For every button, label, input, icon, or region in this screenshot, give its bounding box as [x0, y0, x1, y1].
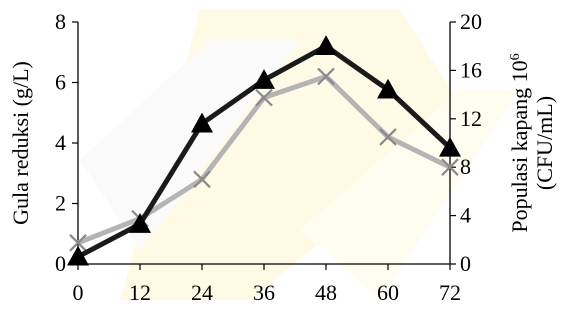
right-axis-title-line2: (CFU/mL) — [532, 96, 557, 190]
right-tick-label: 16 — [460, 57, 482, 82]
series-layer — [67, 35, 461, 266]
right-tick-label: 0 — [460, 251, 471, 276]
data-point-x — [193, 170, 211, 189]
data-point-triangle — [191, 112, 213, 133]
data-point-triangle — [129, 213, 151, 233]
data-point-triangle — [377, 78, 399, 99]
x-tick-label: 12 — [129, 280, 151, 305]
right-axis-title-line1: Populasi kapang 106 — [507, 53, 532, 232]
x-tick-label: 72 — [439, 280, 461, 305]
right-tick-label: 4 — [460, 203, 471, 228]
right-axis-title-main: Populasi kapang 10 — [507, 60, 532, 232]
x-tick-label: 48 — [315, 280, 337, 305]
data-point-x — [255, 88, 273, 107]
data-point-x — [441, 158, 459, 176]
right-axis-title-superscript: 6 — [508, 53, 523, 60]
data-point-triangle — [439, 136, 461, 157]
right-tick-label: 20 — [460, 9, 482, 34]
right-ticks: 0 4 8 12 16 20 — [450, 9, 482, 276]
data-point-x — [317, 67, 335, 86]
x-tick-label: 0 — [73, 280, 84, 305]
left-tick-label: 8 — [55, 9, 66, 34]
left-tick-label: 2 — [55, 191, 66, 216]
x-tick-label: 24 — [191, 280, 213, 305]
left-axis-title: Gula reduksi (g/L) — [8, 61, 33, 225]
data-point-x-stroke — [441, 158, 459, 176]
data-point-x-stroke — [255, 88, 273, 107]
data-point-x-stroke — [379, 128, 397, 146]
left-tick-label: 4 — [55, 130, 66, 155]
left-ticks: 0 2 4 6 8 — [55, 9, 78, 276]
data-point-triangle — [315, 35, 337, 55]
x-tick-label: 60 — [377, 280, 399, 305]
data-point-x-stroke — [317, 67, 335, 86]
left-tick-label: 0 — [55, 251, 66, 276]
right-tick-label: 12 — [460, 106, 482, 131]
series-0 — [67, 35, 461, 266]
x-ticks: 0 12 24 36 48 60 72 — [73, 264, 461, 305]
right-tick-label: 8 — [460, 154, 471, 179]
data-point-x — [379, 128, 397, 146]
data-point-triangle — [253, 69, 275, 89]
left-tick-label: 6 — [55, 70, 66, 95]
data-point-x-stroke — [193, 170, 211, 189]
data-point-x — [69, 234, 87, 252]
x-tick-label: 36 — [253, 280, 275, 305]
data-point-x-stroke — [69, 234, 87, 252]
data-point-triangle — [67, 245, 89, 266]
